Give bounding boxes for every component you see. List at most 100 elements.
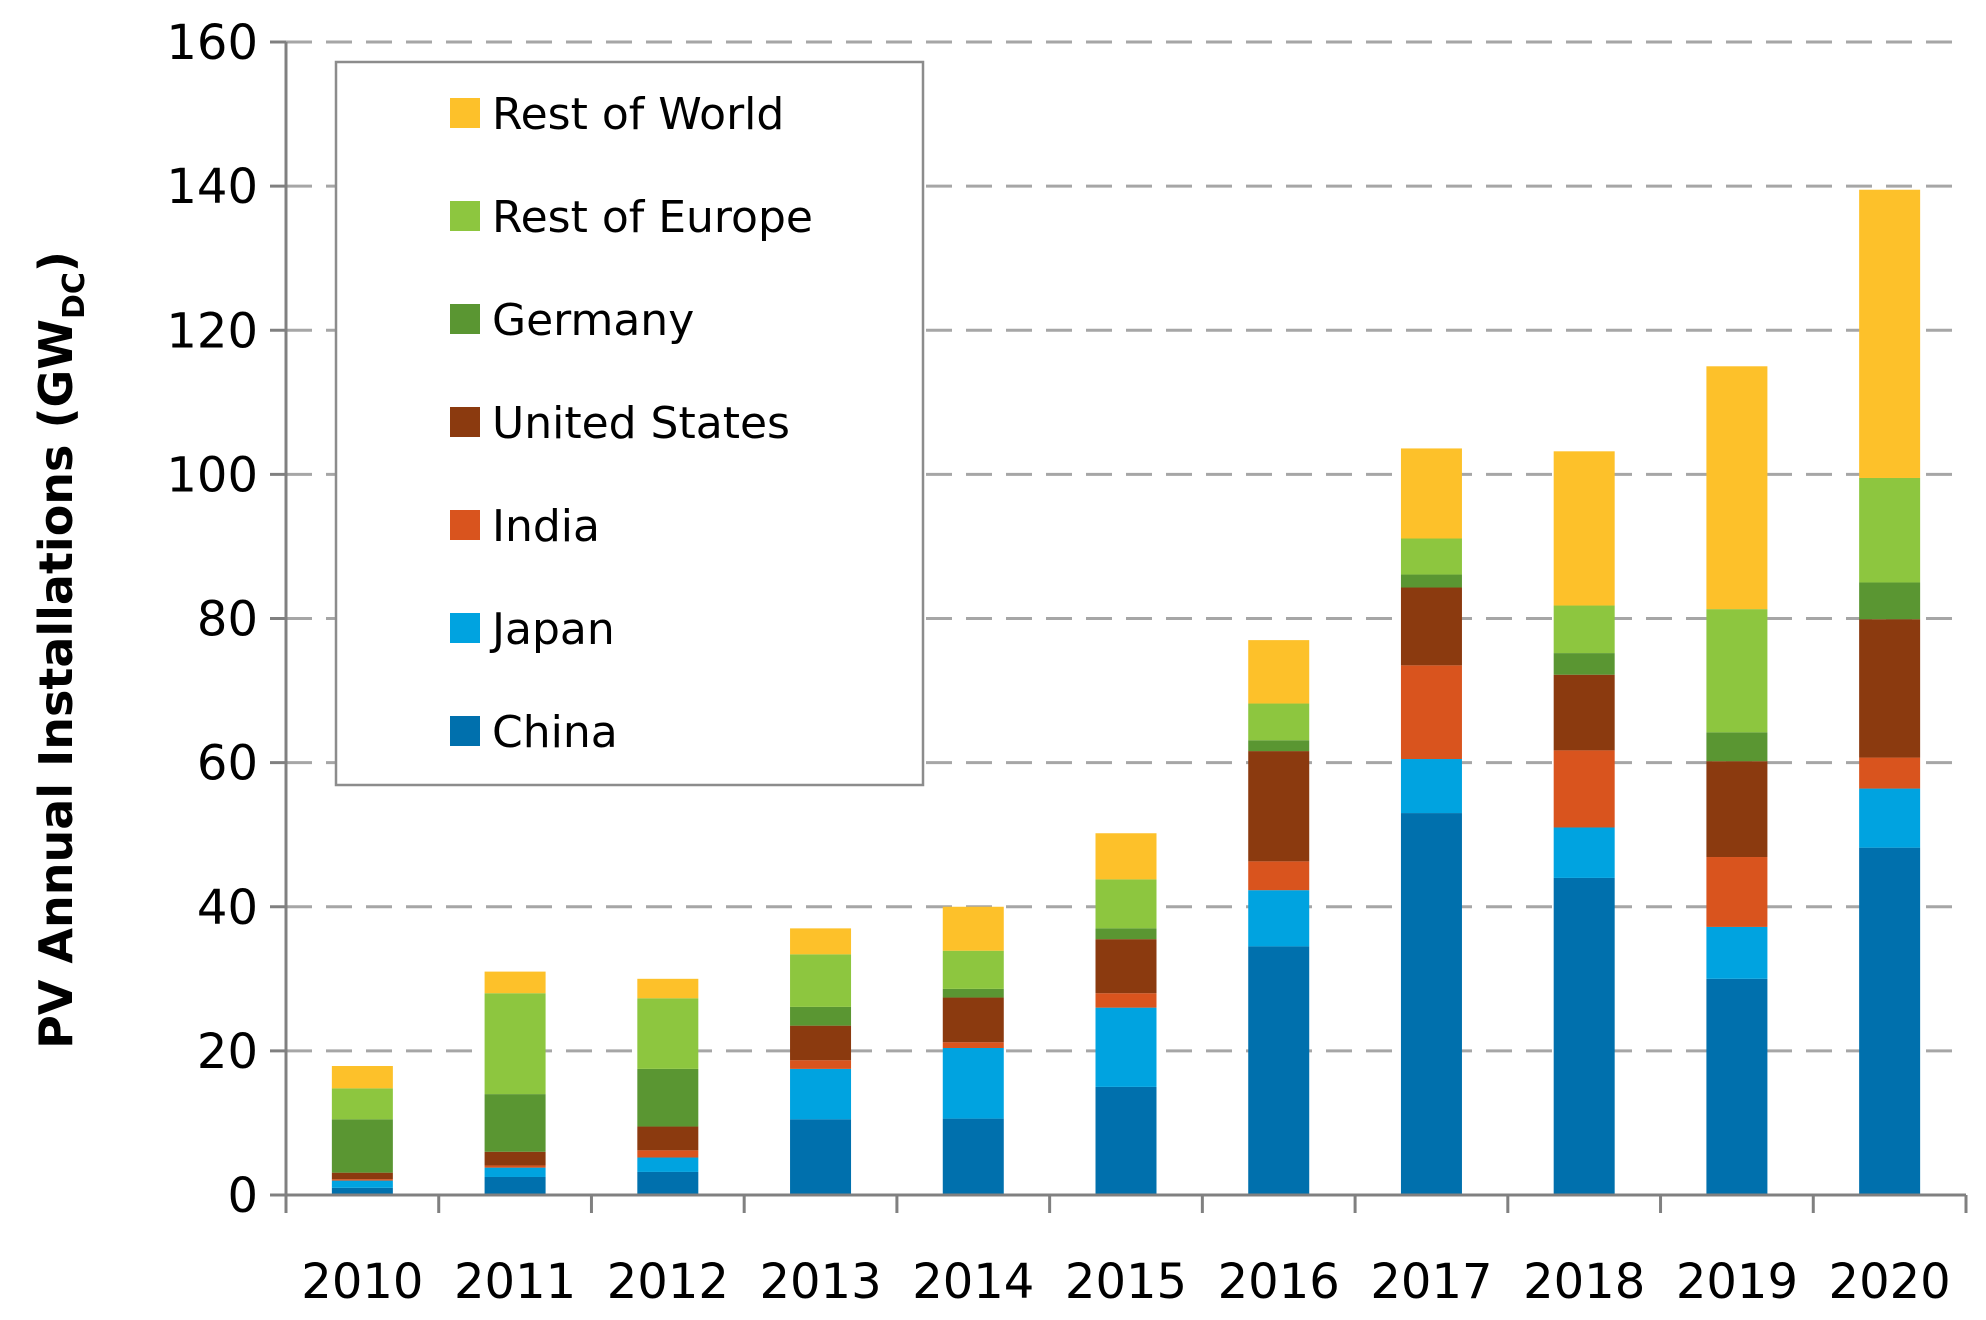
bar-segment-rest-of-europe-2011	[484, 993, 546, 1095]
bar-segment-japan-2010	[331, 1180, 393, 1188]
bar-stack-2020	[1859, 189, 1921, 1195]
bar-segment-rest-of-europe-2020	[1859, 477, 1921, 583]
bar-segment-rest-of-world-2018	[1553, 451, 1615, 606]
bar-segment-germany-2018	[1553, 653, 1615, 675]
bar-segment-germany-2010	[331, 1119, 393, 1173]
y-axis-title-subscript: DC	[57, 272, 92, 319]
bar-segment-japan-2018	[1553, 827, 1615, 878]
x-tick-label-2012: 2012	[607, 1254, 729, 1310]
legend: Rest of World Rest of Europe Germany United…	[334, 60, 925, 787]
legend-swatch-japan	[450, 613, 480, 643]
bar-segment-rest-of-europe-2010	[331, 1088, 393, 1120]
bar-segment-japan-2014	[942, 1047, 1004, 1119]
legend-swatch-india	[450, 510, 480, 540]
bar-segment-japan-2015	[1095, 1007, 1157, 1087]
bar-segment-germany-2020	[1859, 582, 1921, 620]
bar-segment-china-2011	[484, 1176, 546, 1195]
bar-segment-china-2012	[637, 1171, 699, 1195]
bar-segment-rest-of-world-2011	[484, 971, 546, 994]
bar-segment-rest-of-world-2014	[942, 906, 1004, 951]
legend-swatch-united-states	[450, 407, 480, 437]
bar-segment-rest-of-europe-2019	[1706, 609, 1768, 733]
bar-segment-united-states-2019	[1706, 761, 1768, 858]
legend-label-rest-of-europe: Rest of Europe	[492, 192, 813, 243]
bar-segment-india-2017	[1400, 665, 1462, 760]
bar-segment-rest-of-world-2017	[1400, 448, 1462, 539]
x-tick-label-2019: 2019	[1676, 1254, 1798, 1310]
y-axis-title-close: )	[29, 251, 83, 272]
bar-segment-united-states-2016	[1248, 751, 1310, 862]
bar-segment-china-2018	[1553, 877, 1615, 1195]
bar-segment-germany-2013	[790, 1006, 852, 1026]
bar-segment-united-states-2012	[637, 1126, 699, 1151]
bar-stack-2011	[484, 971, 546, 1195]
bar-segment-united-states-2015	[1095, 939, 1157, 994]
bar-stack-2013	[790, 928, 852, 1195]
bar-segment-germany-2016	[1248, 740, 1310, 752]
x-tick-label-2018: 2018	[1523, 1254, 1645, 1310]
legend-label-rest-of-world: Rest of World	[492, 89, 784, 140]
legend-swatch-china	[450, 716, 480, 746]
legend-label-united-states: United States	[492, 398, 790, 449]
bar-segment-japan-2016	[1248, 890, 1310, 947]
bar-segment-rest-of-europe-2015	[1095, 879, 1157, 929]
y-tick-label: 140	[166, 159, 258, 215]
bar-segment-japan-2013	[790, 1068, 852, 1120]
bar-segment-japan-2017	[1400, 759, 1462, 814]
legend-box	[334, 60, 925, 787]
bar-segment-india-2020	[1859, 757, 1921, 789]
bar-segment-rest-of-world-2020	[1859, 189, 1921, 478]
bar-segment-rest-of-europe-2017	[1400, 538, 1462, 575]
bar-segment-japan-2019	[1706, 926, 1768, 979]
bar-stack-2010	[331, 1066, 393, 1195]
x-tick-label-2013: 2013	[759, 1254, 881, 1310]
x-tick-label-2020: 2020	[1829, 1254, 1951, 1310]
bar-segment-japan-2012	[637, 1157, 699, 1172]
bar-stack-2019	[1706, 366, 1768, 1195]
bar-segment-germany-2014	[942, 988, 1004, 998]
bar-segment-germany-2012	[637, 1068, 699, 1127]
bar-segment-united-states-2013	[790, 1025, 852, 1061]
bar-stack-2017	[1400, 448, 1462, 1195]
y-tick-label: 120	[166, 303, 258, 359]
y-tick-label: 100	[166, 447, 258, 503]
bar-segment-india-2014	[942, 1042, 1004, 1048]
bar-segment-china-2019	[1706, 978, 1768, 1195]
bar-stack-2016	[1248, 640, 1310, 1195]
legend-label-japan: Japan	[489, 604, 615, 655]
bar-segment-rest-of-world-2012	[637, 978, 699, 999]
bar-segment-rest-of-world-2010	[331, 1066, 393, 1089]
bar-segment-india-2012	[637, 1150, 699, 1158]
bar-segment-rest-of-world-2015	[1095, 833, 1157, 880]
bar-stack-2012	[637, 978, 699, 1195]
bar-segment-rest-of-world-2016	[1248, 640, 1310, 704]
bar-segment-germany-2019	[1706, 732, 1768, 762]
x-tick-label-2017: 2017	[1370, 1254, 1492, 1310]
bar-stack-2014	[942, 906, 1004, 1195]
bar-segment-china-2017	[1400, 813, 1462, 1195]
bar-segment-china-2014	[942, 1118, 1004, 1195]
bar-segment-rest-of-europe-2014	[942, 950, 1004, 989]
bar-segment-japan-2011	[484, 1167, 546, 1177]
bar-segment-japan-2020	[1859, 788, 1921, 848]
y-tick-label: 60	[197, 736, 258, 792]
bar-segment-rest-of-europe-2018	[1553, 605, 1615, 654]
bar-segment-india-2019	[1706, 857, 1768, 927]
legend-swatch-rest-of-world	[450, 98, 480, 128]
bar-segment-united-states-2011	[484, 1151, 546, 1166]
legend-label-india: India	[492, 501, 600, 552]
axes: 0 20 40 60 80 100 120 140 160 2010 2011 2012 2013 201…	[166, 15, 1968, 1310]
bar-segment-india-2015	[1095, 993, 1157, 1008]
bar-segment-germany-2011	[484, 1094, 546, 1152]
bar-segment-china-2020	[1859, 847, 1921, 1195]
bar-segment-india-2018	[1553, 750, 1615, 828]
bar-segment-united-states-2017	[1400, 587, 1462, 666]
bar-segment-rest-of-world-2019	[1706, 366, 1768, 610]
y-tick-label: 20	[197, 1024, 258, 1080]
x-tick-label-2015: 2015	[1065, 1254, 1187, 1310]
bar-segment-china-2013	[790, 1119, 852, 1195]
bar-segment-china-2010	[331, 1187, 393, 1195]
legend-swatch-rest-of-europe	[450, 201, 480, 231]
bar-segment-rest-of-europe-2013	[790, 954, 852, 1007]
